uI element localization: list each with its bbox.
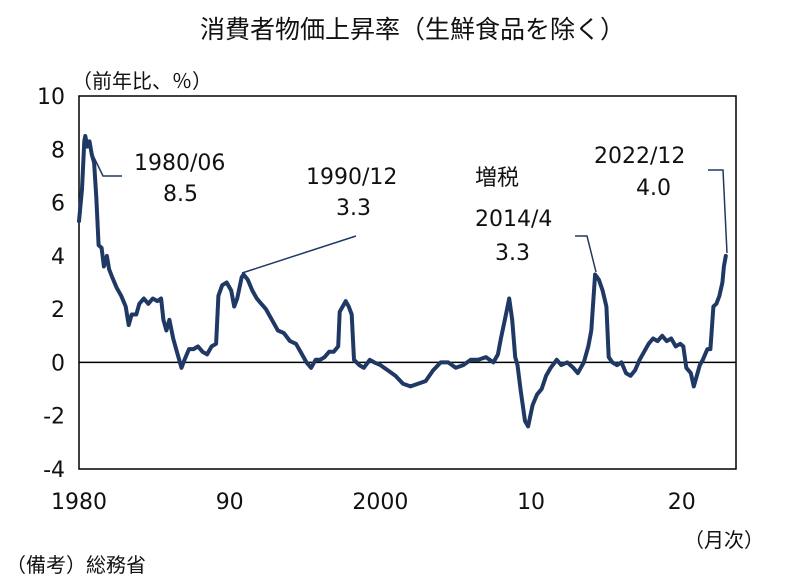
x-tick-label: 90 [216, 490, 244, 515]
chart-title: 消費者物価上昇率（生鮮食品を除く） [200, 15, 625, 44]
y-tick-label: 6 [51, 192, 65, 217]
annotation-1980-06-label: 1980/06 [134, 151, 225, 176]
annotation-2022-12: 2022/12 4.0 [594, 144, 728, 254]
y-tick-label: 4 [51, 245, 65, 270]
y-tick-label: -4 [43, 458, 65, 483]
y-tick-label: -2 [43, 405, 65, 430]
y-tick-label: 2 [51, 298, 65, 323]
series-line-cpi [77, 134, 728, 429]
source-note: （備考）総務省 [6, 553, 146, 577]
annotation-2014-04-label: 2014/4 [475, 207, 552, 232]
annotation-1980-06-leader [87, 144, 122, 177]
y-tick-label: 10 [37, 85, 65, 110]
annotation-2022-12-leader [708, 169, 728, 254]
annotation-1980-06: 1980/06 8.5 [87, 144, 225, 207]
annotation-1980-06-value: 8.5 [163, 182, 198, 207]
annotation-2022-12-label: 2022/12 [594, 144, 685, 169]
annotation-1990-12: 1990/12 3.3 [241, 165, 397, 274]
annotation-2014-04-tag: 増税 [475, 166, 519, 191]
x-axis-unit-label: （月次） [684, 528, 764, 552]
annotation-2014-04-value: 3.3 [495, 241, 530, 266]
annotation-2014-04: 増税 2014/4 3.3 [475, 166, 597, 273]
x-tick-label: 10 [517, 490, 545, 515]
plot-area-frame [78, 95, 737, 470]
annotation-1990-12-value: 3.3 [336, 196, 371, 221]
annotation-2022-12-value: 4.0 [636, 176, 671, 201]
annotation-1990-12-label: 1990/12 [306, 165, 397, 190]
x-tick-label: 2000 [352, 490, 408, 515]
y-tick-label: 8 [51, 138, 65, 163]
y-tick-label: 0 [51, 351, 65, 376]
x-tick-label: 1980 [51, 490, 107, 515]
x-tick-label: 20 [668, 490, 696, 515]
annotation-2014-04-leader [575, 235, 597, 273]
y-axis-unit-label: （前年比、％） [72, 69, 212, 93]
annotation-1990-12-leader [241, 235, 357, 274]
